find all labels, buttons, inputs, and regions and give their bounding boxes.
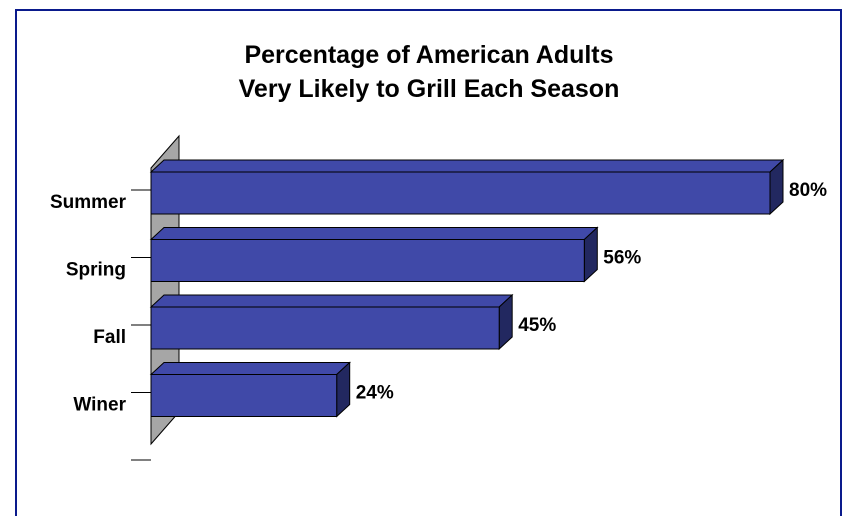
chart-title-line-2: Very Likely to Grill Each Season <box>238 75 620 103</box>
bar-top-face <box>149 227 599 240</box>
category-label: Winer <box>73 395 126 416</box>
bar-top-face <box>149 294 514 308</box>
category-label: Spring <box>66 260 126 281</box>
category-label: Fall <box>93 327 126 348</box>
bar <box>150 239 585 282</box>
category-label: Summer <box>50 192 127 213</box>
bar-top-face <box>149 159 785 173</box>
chart-title: Percentage of American Adults Very Likel… <box>0 38 842 106</box>
bar-top-face <box>149 362 351 375</box>
bar <box>150 306 500 350</box>
bar <box>150 374 338 417</box>
chart-title-line-1: Percentage of American Adults <box>244 41 614 69</box>
bar <box>150 171 771 215</box>
value-label: 80% <box>789 180 827 201</box>
chart-frame <box>15 9 842 516</box>
value-label: 45% <box>518 315 556 336</box>
value-label: 56% <box>603 248 641 269</box>
value-label: 24% <box>356 383 394 404</box>
